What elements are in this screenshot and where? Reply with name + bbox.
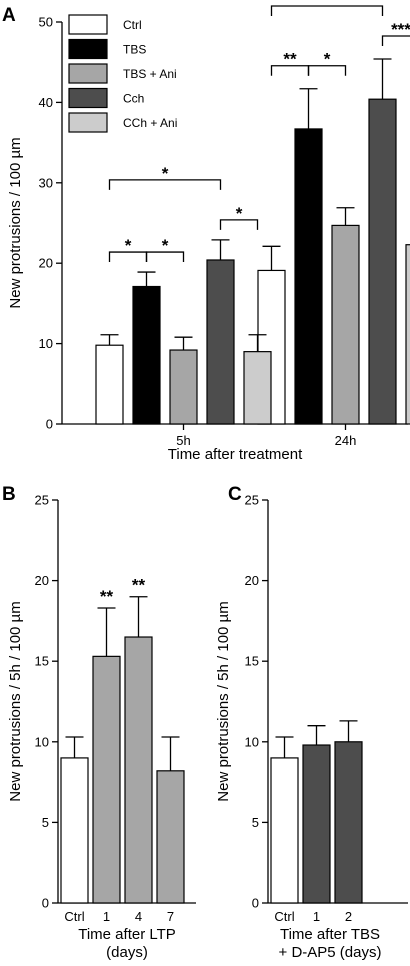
bar-tbs-ani-24h	[331, 224, 360, 425]
y-tick-label: 20	[245, 573, 259, 588]
legend-swatch	[68, 63, 108, 84]
y-tick-label: 5	[42, 815, 49, 830]
significance-bracket	[381, 35, 410, 46]
x-tick-label: 7	[167, 909, 174, 924]
significance-label: **	[132, 576, 146, 595]
y-tick-label: 25	[245, 493, 259, 508]
bar-ctrl	[270, 757, 299, 904]
x-tick-label: 5h	[176, 433, 190, 448]
bar-cch-ani-5h	[243, 351, 272, 425]
legend-swatch	[68, 87, 108, 109]
significance-label: ***	[391, 20, 410, 39]
bar-1	[302, 744, 331, 904]
panel-label-c: C	[228, 484, 242, 505]
x-axis-label: Time after LTP	[78, 926, 176, 943]
significance-label: *	[162, 236, 169, 255]
y-tick-label: 10	[245, 734, 259, 749]
y-tick-label: 5	[252, 815, 259, 830]
legend-label: Cch	[123, 92, 144, 106]
bar-cch-ani-24h	[405, 244, 410, 425]
bar-tbs-24h	[294, 128, 323, 425]
significance-label: *	[125, 236, 132, 255]
y-tick-label: 10	[39, 336, 53, 351]
y-tick-label: 10	[35, 734, 49, 749]
y-axis-label: New protrusions / 100 µm	[7, 137, 24, 308]
bar-cch-5h	[206, 259, 235, 425]
significance-bracket	[219, 219, 259, 230]
significance-bracket	[108, 179, 222, 190]
significance-bracket	[307, 65, 347, 76]
panel-label-a: A	[2, 5, 16, 26]
significance-label: *	[324, 50, 331, 69]
legend-swatch	[68, 38, 108, 60]
x-tick-label: Ctrl	[64, 909, 84, 924]
significance-label: **	[100, 587, 114, 606]
bar-tbs-5h	[132, 285, 161, 425]
x-tick-label: 24h	[335, 433, 357, 448]
x-axis-label: (days)	[106, 944, 148, 961]
significance-label: *	[236, 204, 243, 223]
legend-label: Ctrl	[123, 18, 142, 32]
x-axis-label: Time after TBS	[280, 926, 380, 943]
y-tick-label: 25	[35, 493, 49, 508]
legend-swatch	[68, 112, 108, 133]
panel-label-b: B	[2, 484, 16, 505]
bar-2	[334, 741, 363, 904]
y-tick-label: 50	[39, 15, 53, 30]
y-tick-label: 30	[39, 175, 53, 190]
significance-bracket	[145, 251, 185, 263]
x-tick-label: Ctrl	[274, 909, 294, 924]
significance-bracket	[270, 5, 384, 16]
bar-4	[124, 636, 153, 904]
y-axis-label: New protrusions / 5h / 100 µm	[7, 601, 24, 801]
x-axis-label: Time after treatment	[168, 446, 303, 463]
legend-label: TBS	[123, 43, 146, 57]
bar-7	[156, 770, 185, 904]
y-tick-label: 40	[39, 95, 53, 110]
x-tick-label: 1	[103, 909, 110, 924]
y-tick-label: 0	[252, 896, 259, 911]
x-tick-label: 4	[135, 909, 142, 924]
x-tick-label: 2	[345, 909, 352, 924]
y-tick-label: 20	[39, 256, 53, 271]
bar-cch-24h	[368, 98, 397, 425]
y-tick-label: 20	[35, 573, 49, 588]
y-tick-label: 15	[35, 654, 49, 669]
legend-label: TBS + Ani	[123, 67, 177, 81]
bar-ctrl	[60, 757, 89, 904]
significance-label: ***	[317, 0, 337, 9]
bar-1	[92, 655, 121, 904]
y-tick-label: 0	[42, 896, 49, 911]
significance-label: *	[162, 164, 169, 183]
bar-ctrl-5h	[95, 344, 124, 425]
legend-label: CCh + Ani	[123, 116, 177, 130]
x-tick-label: 1	[313, 909, 320, 924]
bar-tbs-ani-5h	[169, 349, 198, 425]
y-tick-label: 15	[245, 654, 259, 669]
significance-label: **	[283, 50, 297, 69]
y-axis-label: New protrusions / 5h / 100 µm	[215, 601, 232, 801]
y-tick-label: 0	[46, 417, 53, 432]
legend-swatch	[68, 14, 108, 35]
x-axis-label: + D-AP5 (days)	[279, 944, 382, 961]
